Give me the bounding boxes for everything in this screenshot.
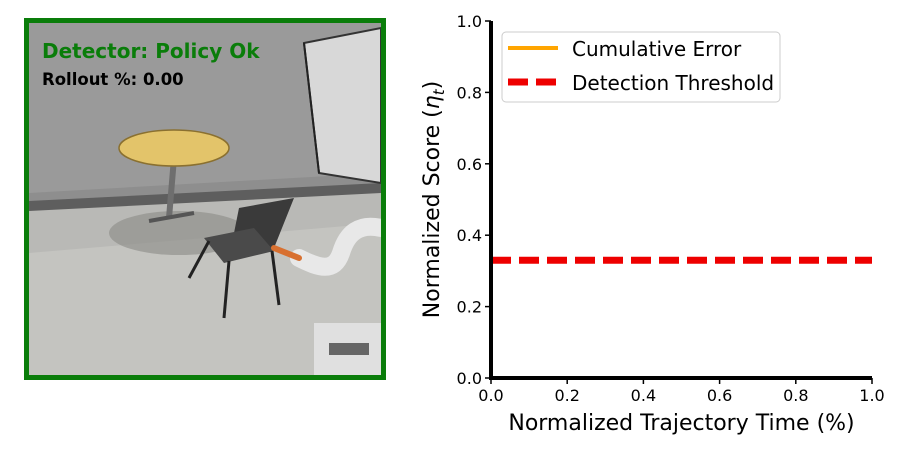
- y-axis-label-symbol: η: [420, 95, 445, 109]
- rollout-percent-label: Rollout %: 0.00: [42, 70, 184, 89]
- x-tick-label: 0.4: [631, 386, 656, 405]
- x-tick-label: 0.0: [478, 386, 503, 405]
- x-tick-label: 0.6: [707, 386, 732, 405]
- y-tick-label: 0.6: [457, 155, 482, 174]
- x-tick-label: 0.2: [554, 386, 579, 405]
- robot-scene-image: [29, 23, 381, 375]
- x-axis-ticks: 0.0 0.2 0.4 0.6 0.8 1.0: [478, 378, 885, 405]
- legend-label-detection-threshold: Detection Threshold: [572, 71, 774, 95]
- y-tick-label: 0.0: [457, 369, 482, 388]
- x-axis-label: Normalized Trajectory Time (%): [508, 411, 854, 436]
- detector-status-label: Detector: Policy Ok: [42, 39, 260, 63]
- y-axis-label-suffix: ): [420, 81, 445, 90]
- y-axis-ticks: 0.0 0.2 0.4 0.6 0.8 1.0: [457, 12, 491, 388]
- y-tick-label: 0.4: [457, 226, 482, 245]
- score-chart: 0.0 0.2 0.4 0.6 0.8 1.0 0.0 0.2 0.4 0.6 0.8 1.0 No…: [420, 12, 885, 436]
- legend-label-cumulative-error: Cumulative Error: [572, 37, 742, 61]
- y-axis-label-prefix: Normalized Score (: [420, 109, 445, 318]
- legend: Cumulative Error Detection Threshold: [501, 31, 781, 103]
- camera-frame: Detector: Policy Ok Rollout %: 0.00: [24, 18, 386, 380]
- y-tick-label: 0.8: [457, 83, 482, 102]
- x-tick-label: 1.0: [859, 386, 884, 405]
- y-tick-label: 0.2: [457, 298, 482, 317]
- y-axis-label-subscript: t: [430, 88, 448, 95]
- x-tick-label: 0.8: [783, 386, 808, 405]
- legend-box: [501, 31, 781, 103]
- y-axis-label: Normalized Score (ηt): [420, 81, 448, 318]
- y-tick-label: 1.0: [457, 12, 482, 31]
